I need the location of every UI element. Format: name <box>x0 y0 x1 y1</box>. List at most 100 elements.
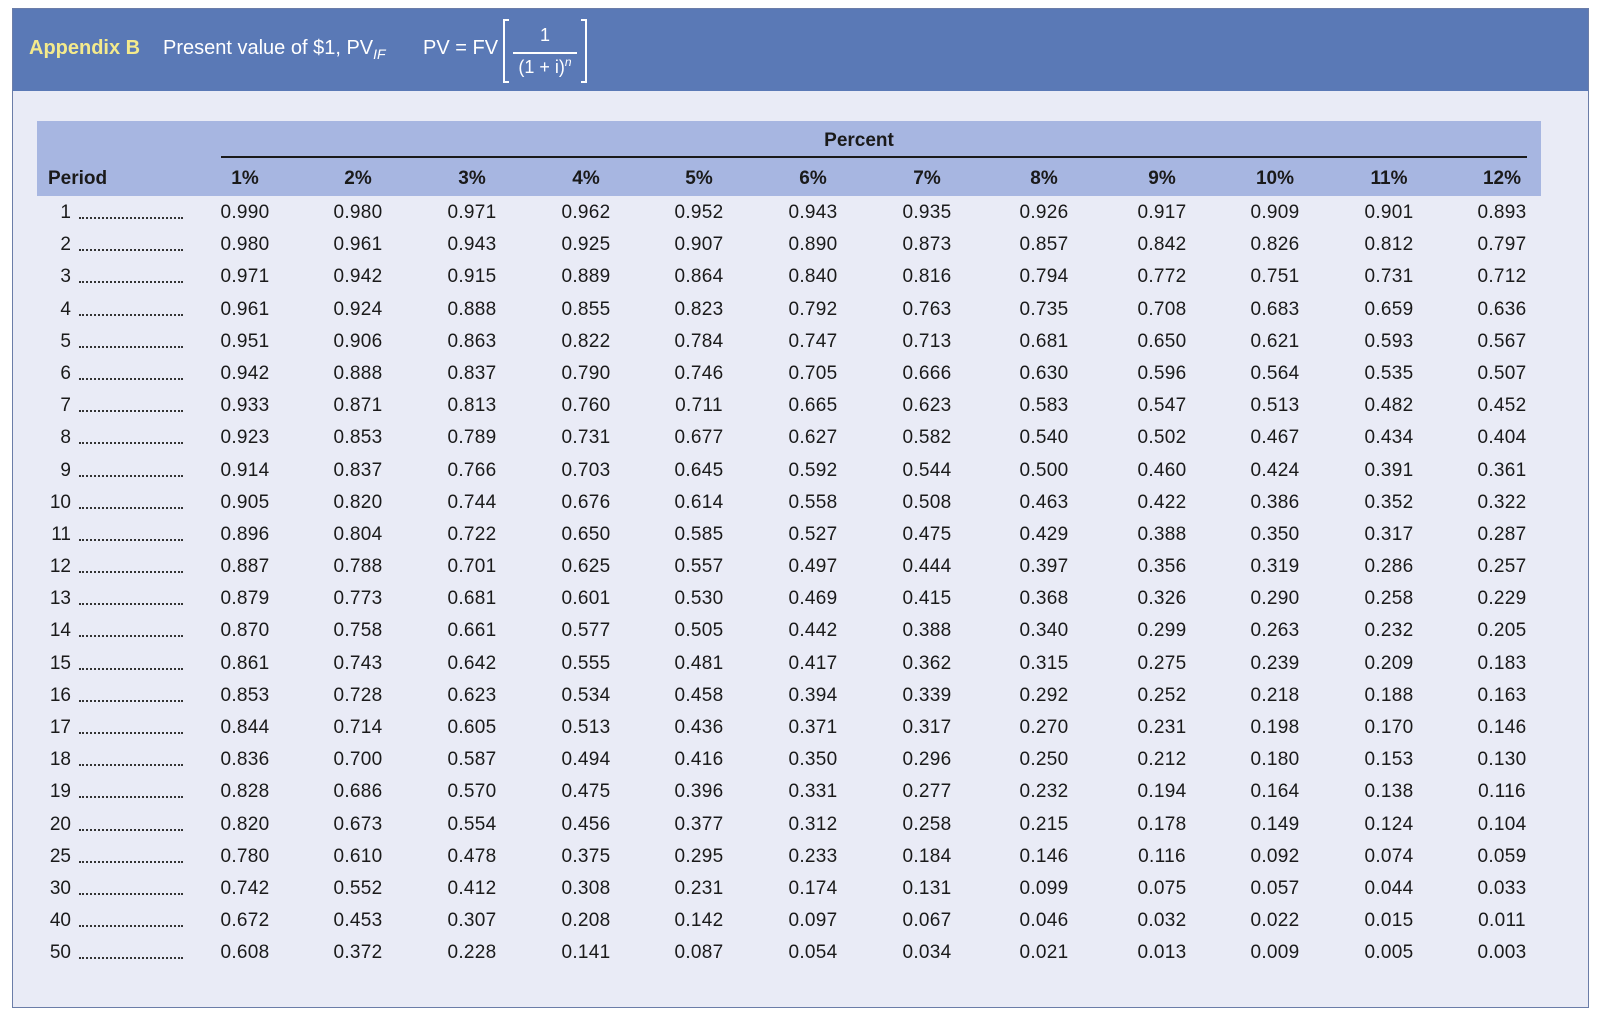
value-cell: 0.317 <box>1364 523 1414 545</box>
value-cell: 0.229 <box>1477 588 1527 610</box>
column-header: 1% <box>231 168 259 189</box>
value-cell: 0.540 <box>1019 427 1069 449</box>
value-cell: 0.544 <box>902 459 952 481</box>
present-value-table: Percent Period 1% 2% 3% 4% 5% 6% 7% 8% 9% 10% 11% 1… <box>37 121 1541 969</box>
page-title: Present value of $1, PVIF <box>163 37 386 62</box>
table-row: 3 0.971 0.942 0.915 0.889 0.864 0.840 0.816 0.79… <box>37 260 1541 292</box>
value-cell: 0.377 <box>674 813 724 835</box>
period-cell: 2 <box>60 234 71 256</box>
value-cell: 0.823 <box>674 298 724 320</box>
value-cell: 0.828 <box>220 781 270 803</box>
page-title-text: Present value of $1, PV <box>163 37 374 59</box>
value-cell: 0.295 <box>674 845 724 867</box>
value-cell: 0.837 <box>447 362 497 384</box>
column-header: 4% <box>572 168 600 189</box>
table-row: 40 0.672 0.453 0.307 0.208 0.142 0.097 0.067 0.0… <box>37 904 1541 936</box>
value-cell: 0.087 <box>674 942 724 964</box>
value-cell: 0.766 <box>447 459 497 481</box>
value-cell: 0.773 <box>333 588 383 610</box>
table-row: 16 0.853 0.728 0.623 0.534 0.458 0.394 0.339 0.2… <box>37 679 1541 711</box>
value-cell: 0.555 <box>561 652 611 674</box>
dot-leader <box>79 632 183 638</box>
table-row: 18 0.836 0.700 0.587 0.494 0.416 0.350 0.296 0.2… <box>37 743 1541 775</box>
value-cell: 0.844 <box>220 717 270 738</box>
value-cell: 0.708 <box>1137 298 1187 320</box>
value-cell: 0.339 <box>902 684 952 706</box>
value-cell: 0.804 <box>333 523 383 545</box>
value-cell: 0.163 <box>1477 684 1527 706</box>
value-cell: 0.871 <box>333 395 383 417</box>
value-cell: 0.837 <box>333 459 383 481</box>
value-cell: 0.683 <box>1250 298 1300 320</box>
value-cell: 0.797 <box>1477 234 1527 256</box>
value-cell: 0.923 <box>220 427 270 449</box>
dot-leader <box>79 278 183 284</box>
value-cell: 0.397 <box>1019 556 1069 578</box>
value-cell: 0.502 <box>1137 427 1187 449</box>
value-cell: 0.893 <box>1477 202 1527 223</box>
value-cell: 0.232 <box>1019 781 1069 803</box>
value-cell: 0.820 <box>220 813 270 835</box>
period-cell: 25 <box>49 845 71 867</box>
value-cell: 0.146 <box>1477 717 1527 738</box>
value-cell: 0.097 <box>788 910 838 932</box>
dot-leader <box>79 311 183 316</box>
value-cell: 0.396 <box>674 781 724 803</box>
value-cell: 0.703 <box>561 459 611 481</box>
value-cell: 0.481 <box>674 652 724 674</box>
table-body: 1 0.990 0.980 0.971 0.962 0.952 0.943 0.935 0.92… <box>37 196 1541 969</box>
value-cell: 0.033 <box>1477 877 1527 899</box>
table-row: 30 0.742 0.552 0.412 0.308 0.231 0.174 0.131 0.0… <box>37 872 1541 904</box>
value-cell: 0.630 <box>1019 362 1069 384</box>
column-header: 7% <box>913 168 941 189</box>
value-cell: 0.258 <box>902 813 952 835</box>
table-row: 20 0.820 0.673 0.554 0.456 0.377 0.312 0.258 0.2… <box>37 808 1541 840</box>
value-cell: 0.350 <box>788 749 838 771</box>
value-cell: 0.205 <box>1477 620 1527 642</box>
value-cell: 0.362 <box>902 652 952 674</box>
period-cell: 6 <box>60 362 71 384</box>
value-cell: 0.099 <box>1019 877 1069 899</box>
value-cell: 0.887 <box>220 556 270 578</box>
table-row: 8 0.923 0.853 0.789 0.731 0.677 0.627 0.582 0.54… <box>37 421 1541 453</box>
value-cell: 0.794 <box>1019 266 1069 288</box>
value-cell: 0.478 <box>447 845 497 867</box>
value-cell: 0.905 <box>220 491 270 513</box>
value-cell: 0.258 <box>1364 588 1414 610</box>
value-cell: 0.482 <box>1364 395 1414 417</box>
value-cell: 0.751 <box>1250 266 1300 288</box>
table-row: 4 0.961 0.924 0.888 0.855 0.823 0.792 0.763 0.73… <box>37 293 1541 325</box>
value-cell: 0.943 <box>788 202 838 223</box>
value-cell: 0.547 <box>1137 395 1187 417</box>
period-cell: 18 <box>49 749 71 771</box>
dot-leader <box>79 568 183 574</box>
formula-exponent: n <box>564 55 572 69</box>
value-cell: 0.731 <box>561 427 611 449</box>
value-cell: 0.513 <box>561 717 611 738</box>
value-cell: 0.092 <box>1250 845 1300 867</box>
value-cell: 0.375 <box>561 845 611 867</box>
value-cell: 0.270 <box>1019 717 1069 738</box>
table-row: 7 0.933 0.871 0.813 0.760 0.711 0.665 0.623 0.58… <box>37 389 1541 421</box>
value-cell: 0.497 <box>788 556 838 578</box>
value-cell: 0.610 <box>333 845 383 867</box>
value-cell: 0.178 <box>1137 813 1187 835</box>
value-cell: 0.888 <box>447 298 497 320</box>
period-cell: 11 <box>51 523 71 545</box>
value-cell: 0.180 <box>1250 749 1300 771</box>
value-cell: 0.700 <box>333 749 383 771</box>
column-header: 6% <box>799 168 827 189</box>
value-cell: 0.507 <box>1477 362 1527 384</box>
value-cell: 0.124 <box>1364 813 1414 835</box>
value-cell: 0.352 <box>1364 491 1414 513</box>
value-cell: 0.184 <box>902 845 952 867</box>
period-cell: 30 <box>49 877 71 899</box>
value-cell: 0.239 <box>1250 652 1300 674</box>
value-cell: 0.711 <box>675 395 723 417</box>
value-cell: 0.659 <box>1364 298 1414 320</box>
value-cell: 0.032 <box>1137 910 1187 932</box>
table-row: 15 0.861 0.743 0.642 0.555 0.481 0.417 0.362 0.3… <box>37 647 1541 679</box>
value-cell: 0.218 <box>1250 684 1300 706</box>
value-cell: 0.183 <box>1477 652 1527 674</box>
value-cell: 0.906 <box>333 330 383 352</box>
